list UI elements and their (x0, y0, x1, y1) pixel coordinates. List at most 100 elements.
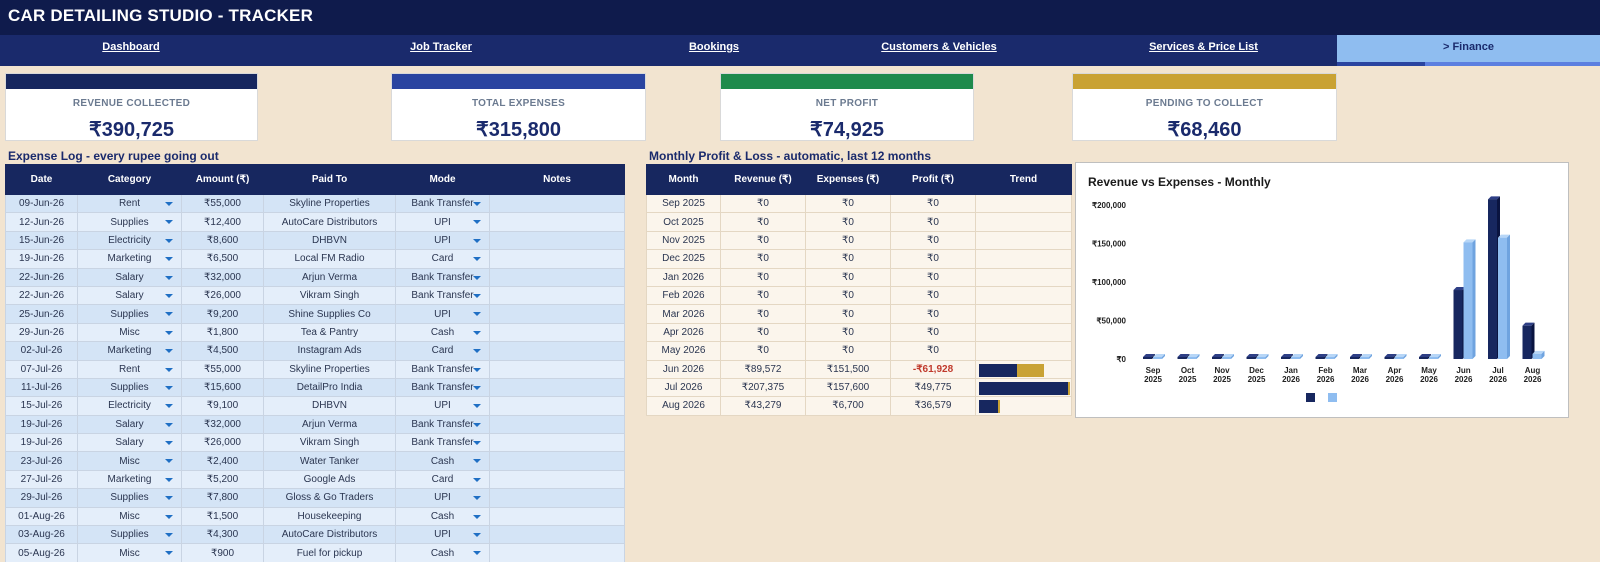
notes-cell[interactable] (489, 193, 625, 214)
paid-to-cell[interactable]: DHBVN (263, 230, 396, 251)
mode-dropdown-icon[interactable] (473, 202, 481, 206)
category-cell[interactable]: Electricity (77, 230, 182, 251)
category-cell[interactable]: Electricity (77, 396, 182, 416)
category-cell[interactable]: Misc (77, 451, 182, 471)
paid-to-cell[interactable]: DetailPro India (263, 377, 396, 398)
amount-cell[interactable]: ₹6,500 (181, 249, 264, 269)
mode-dropdown-icon[interactable] (473, 422, 481, 427)
amount-cell[interactable]: ₹5,200 (181, 469, 264, 490)
date-cell[interactable]: 15-Jul-26 (5, 396, 78, 416)
notes-cell[interactable] (489, 285, 625, 306)
notes-cell[interactable] (489, 488, 625, 508)
mode-dropdown-icon[interactable] (473, 238, 481, 243)
mode-cell[interactable]: UPI (395, 525, 490, 545)
mode-dropdown-icon[interactable] (473, 330, 481, 335)
amount-cell[interactable]: ₹12,400 (181, 212, 264, 232)
date-cell[interactable]: 15-Jun-26 (5, 230, 78, 251)
notes-cell[interactable] (489, 267, 625, 287)
category-cell[interactable]: Supplies (77, 525, 182, 545)
mode-cell[interactable]: UPI (395, 396, 490, 416)
category-cell[interactable]: Salary (77, 267, 182, 287)
notes-cell[interactable] (489, 433, 625, 453)
category-dropdown-icon[interactable] (165, 330, 173, 335)
mode-cell[interactable]: Card (395, 249, 490, 269)
amount-cell[interactable]: ₹32,000 (181, 267, 264, 287)
mode-dropdown-icon[interactable] (473, 404, 481, 409)
category-cell[interactable]: Misc (77, 322, 182, 343)
notes-cell[interactable] (489, 341, 625, 361)
category-cell[interactable]: Rent (77, 193, 182, 214)
mode-dropdown-icon[interactable] (473, 551, 481, 556)
date-cell[interactable]: 23-Jul-26 (5, 451, 78, 471)
notes-cell[interactable] (489, 506, 625, 527)
amount-cell[interactable]: ₹9,100 (181, 396, 264, 416)
category-cell[interactable]: Supplies (77, 488, 182, 508)
category-dropdown-icon[interactable] (165, 441, 173, 446)
mode-cell[interactable]: Cash (395, 543, 490, 562)
date-cell[interactable]: 19-Jun-26 (5, 249, 78, 269)
category-cell[interactable]: Supplies (77, 304, 182, 324)
mode-dropdown-icon[interactable] (473, 533, 481, 538)
date-cell[interactable]: 05-Aug-26 (5, 543, 78, 562)
date-cell[interactable]: 19-Jul-26 (5, 433, 78, 453)
amount-cell[interactable]: ₹55,000 (181, 359, 264, 379)
category-dropdown-icon[interactable] (165, 293, 173, 298)
mode-cell[interactable]: UPI (395, 230, 490, 251)
mode-dropdown-icon[interactable] (473, 385, 481, 390)
paid-to-cell[interactable]: Vikram Singh (263, 285, 396, 306)
category-cell[interactable]: Marketing (77, 249, 182, 269)
mode-cell[interactable]: Bank Transfer (395, 377, 490, 398)
date-cell[interactable]: 02-Jul-26 (5, 341, 78, 361)
date-cell[interactable]: 22-Jun-26 (5, 285, 78, 306)
notes-cell[interactable] (489, 451, 625, 471)
amount-cell[interactable]: ₹7,800 (181, 488, 264, 508)
amount-cell[interactable]: ₹4,500 (181, 341, 264, 361)
nav-tab-dashboard[interactable]: Dashboard (102, 41, 160, 53)
category-cell[interactable]: Marketing (77, 469, 182, 490)
paid-to-cell[interactable]: Tea & Pantry (263, 322, 396, 343)
category-dropdown-icon[interactable] (165, 551, 173, 556)
nav-tab-job-tracker[interactable]: Job Tracker (410, 41, 472, 53)
mode-dropdown-icon[interactable] (473, 349, 481, 354)
nav-tab-services-price-list[interactable]: Services & Price List (1149, 41, 1258, 53)
notes-cell[interactable] (489, 469, 625, 490)
category-dropdown-icon[interactable] (165, 257, 173, 262)
date-cell[interactable]: 11-Jul-26 (5, 377, 78, 398)
amount-cell[interactable]: ₹26,000 (181, 433, 264, 453)
paid-to-cell[interactable]: Skyline Properties (263, 359, 396, 379)
amount-cell[interactable]: ₹1,800 (181, 322, 264, 343)
category-dropdown-icon[interactable] (165, 238, 173, 243)
category-dropdown-icon[interactable] (165, 220, 173, 225)
mode-dropdown-icon[interactable] (473, 477, 481, 482)
category-dropdown-icon[interactable] (165, 477, 173, 482)
mode-cell[interactable]: Card (395, 341, 490, 361)
mode-cell[interactable]: Cash (395, 322, 490, 343)
mode-cell[interactable]: Card (395, 469, 490, 490)
paid-to-cell[interactable]: AutoCare Distributors (263, 212, 396, 232)
mode-dropdown-icon[interactable] (473, 459, 481, 464)
amount-cell[interactable]: ₹26,000 (181, 285, 264, 306)
notes-cell[interactable] (489, 359, 625, 379)
amount-cell[interactable]: ₹2,400 (181, 451, 264, 471)
category-dropdown-icon[interactable] (165, 459, 173, 464)
category-dropdown-icon[interactable] (165, 349, 173, 354)
category-cell[interactable]: Salary (77, 433, 182, 453)
category-dropdown-icon[interactable] (165, 422, 173, 427)
paid-to-cell[interactable]: Instagram Ads (263, 341, 396, 361)
paid-to-cell[interactable]: Housekeeping (263, 506, 396, 527)
paid-to-cell[interactable]: Vikram Singh (263, 433, 396, 453)
paid-to-cell[interactable]: Gloss & Go Traders (263, 488, 396, 508)
mode-dropdown-icon[interactable] (473, 496, 481, 501)
paid-to-cell[interactable]: Fuel for pickup (263, 543, 396, 562)
nav-tab-finance[interactable]: > Finance (1337, 35, 1600, 62)
category-cell[interactable]: Rent (77, 359, 182, 379)
mode-cell[interactable]: Bank Transfer (395, 193, 490, 214)
amount-cell[interactable]: ₹8,600 (181, 230, 264, 251)
date-cell[interactable]: 29-Jul-26 (5, 488, 78, 508)
mode-cell[interactable]: Bank Transfer (395, 414, 490, 435)
paid-to-cell[interactable]: Arjun Verma (263, 267, 396, 287)
mode-cell[interactable]: Cash (395, 451, 490, 471)
date-cell[interactable]: 12-Jun-26 (5, 212, 78, 232)
notes-cell[interactable] (489, 414, 625, 435)
category-dropdown-icon[interactable] (165, 533, 173, 538)
